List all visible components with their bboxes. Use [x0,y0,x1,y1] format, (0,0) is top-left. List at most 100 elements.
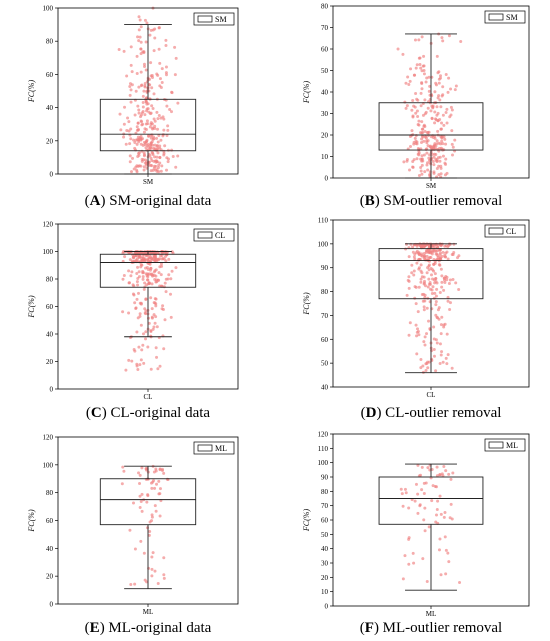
data-point [151,551,155,555]
data-point [418,63,422,67]
data-point [446,257,450,261]
data-point [149,329,153,333]
data-point [158,84,162,88]
data-point [155,155,159,159]
data-point [162,151,166,155]
data-point [437,317,441,321]
legend-swatch [488,441,504,449]
data-point [423,98,427,102]
legend [193,12,235,26]
data-point [426,168,430,172]
data-point [432,325,436,329]
data-point [438,361,442,365]
data-point [123,105,127,109]
data-point [174,56,178,60]
data-point [140,509,144,513]
data-point [129,88,133,92]
y-tick-label: 80 [321,288,329,296]
data-point [444,142,448,146]
data-point [421,113,425,117]
data-point [133,547,137,551]
data-point [150,555,154,559]
data-point [422,54,426,58]
data-point [427,89,431,93]
data-point [142,361,146,365]
data-point [432,348,436,352]
data-point [449,502,453,506]
data-point [439,323,443,327]
y-tick-label: 120 [43,434,54,442]
data-point [410,108,414,112]
data-point [159,262,163,266]
y-axis-label: FC(%) [302,292,311,316]
y-tick-label: 100 [318,240,329,248]
data-point [150,86,154,90]
data-point [438,118,442,121]
panel-a: 0 20 40 60 80 100 FC(%) SM SM (A) SM-original dat… [27,5,239,209]
data-point [138,18,142,22]
data-point [167,273,171,277]
data-point [150,76,154,79]
data-point [160,67,164,71]
data-point [151,106,155,110]
data-point [429,144,433,148]
data-point [451,278,455,281]
data-point [412,273,416,277]
data-point [433,110,437,114]
data-point [127,281,131,285]
data-point [120,482,124,486]
data-point [137,108,141,112]
data-point [420,141,423,145]
data-point [422,139,426,143]
data-point [136,277,140,281]
data-point [426,285,430,289]
data-point [422,275,426,279]
data-point [150,567,154,571]
data-point [128,93,132,97]
data-point [431,268,435,272]
data-point [121,465,125,469]
data-point [430,117,434,121]
data-point [417,123,421,127]
data-point [140,123,144,127]
y-tick-label: 0 [50,171,54,179]
data-point [403,100,407,104]
data-point [453,138,457,142]
data-point [162,347,166,351]
y-tick-label: 60 [46,71,54,79]
data-point [440,274,444,278]
data-point [158,492,162,496]
data-point [152,137,156,141]
y-tick-label: 40 [46,331,54,339]
data-point [139,539,143,543]
data-point [431,484,435,488]
data-point [146,526,149,530]
data-point [176,154,180,158]
data-point [440,285,444,289]
data-point [164,73,168,77]
data-point [147,321,151,325]
data-point [137,291,140,295]
data-point [407,255,411,259]
data-point [130,83,134,87]
data-point [129,274,133,278]
data-point [129,100,133,104]
data-point [153,119,157,123]
data-point [139,323,143,327]
data-point [157,170,161,174]
data-point [423,343,427,347]
data-point [426,106,430,110]
x-category-label: ML [143,608,154,616]
data-point [454,84,458,88]
data-point [447,34,451,38]
data-point [141,277,145,281]
data-point [140,263,144,267]
data-point [446,90,450,94]
data-point [170,110,173,114]
data-point [140,348,144,352]
data-point [150,282,154,286]
y-tick-label: 80 [46,489,54,497]
data-point [155,482,159,486]
data-point [437,548,441,552]
data-point [161,257,165,261]
